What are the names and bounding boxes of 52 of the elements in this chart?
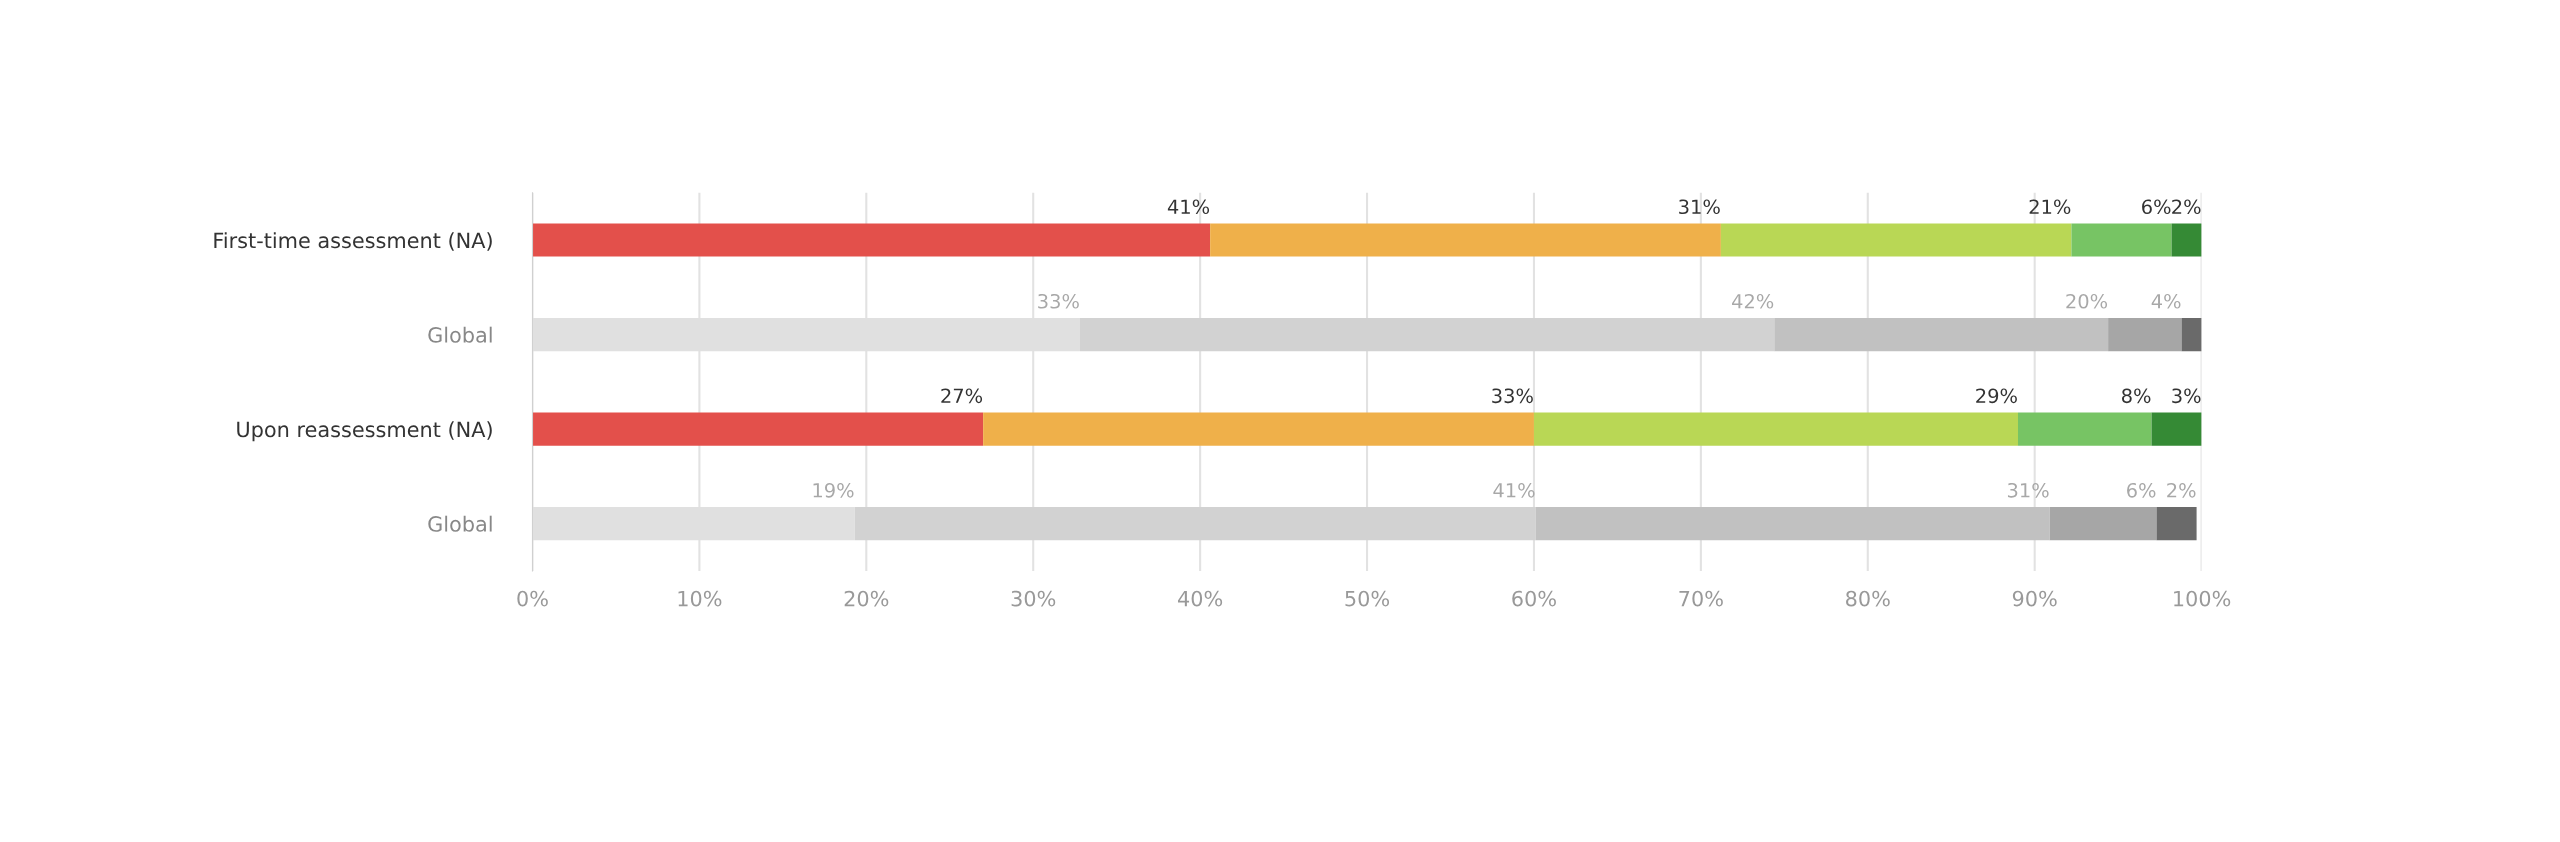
x-tick-label: 0%	[517, 590, 548, 607]
x-tick-label: 50%	[1345, 590, 1390, 607]
data-label: 2%	[2167, 482, 2196, 498]
x-tick-label: 60%	[1512, 590, 1556, 607]
bar	[532, 223, 1211, 257]
data-label: 21%	[2029, 199, 2071, 215]
data-label: 27%	[941, 388, 983, 404]
bar	[2171, 223, 2202, 257]
bar	[1079, 318, 1775, 352]
data-label: 20%	[2066, 293, 2108, 309]
data-label: 42%	[1732, 293, 1774, 309]
bar	[2049, 507, 2157, 541]
y-tick-label: Upon reassessment (NA)	[237, 421, 492, 442]
y-tick-label: Global	[428, 515, 492, 532]
bar	[983, 412, 1534, 446]
bar	[1533, 412, 2018, 446]
x-tick-label: 90%	[2012, 590, 2057, 607]
data-label: 31%	[1679, 199, 1720, 215]
x-tick-label: 100%	[2174, 590, 2231, 607]
data-label: 6%	[2142, 199, 2171, 215]
bar	[532, 412, 984, 446]
data-label: 33%	[1038, 293, 1079, 309]
y-tick-label: First-time assessment (NA)	[214, 232, 492, 251]
data-label: 4%	[2151, 293, 2181, 309]
bar	[2156, 507, 2197, 541]
x-tick-label: 10%	[678, 590, 722, 607]
x-tick-label: 30%	[1011, 590, 1056, 607]
x-tick-label: 70%	[1679, 590, 1723, 607]
x-tick-label: 40%	[1177, 590, 1223, 607]
data-label: 8%	[2122, 388, 2151, 404]
bar	[854, 507, 1536, 541]
x-tick-label: 80%	[1846, 590, 1890, 607]
data-label: 19%	[813, 482, 854, 498]
y-tick-label: Global	[428, 326, 492, 343]
bar	[2018, 412, 2152, 446]
data-label: 3%	[2172, 388, 2201, 404]
bar	[2181, 318, 2202, 352]
data-label: 33%	[1492, 388, 1533, 404]
bar	[2108, 318, 2182, 352]
bar	[1774, 318, 2109, 352]
data-label: 2%	[2172, 199, 2201, 215]
bar	[1720, 223, 2072, 257]
data-label: 6%	[2127, 482, 2156, 498]
bar	[2071, 223, 2172, 257]
x-tick-label: 20%	[844, 590, 889, 607]
data-label: 41%	[1167, 199, 1210, 215]
data-label: 31%	[2007, 482, 2049, 498]
bar	[2151, 412, 2202, 446]
data-label: 29%	[1976, 388, 2017, 404]
bar	[1210, 223, 1721, 257]
bar	[1535, 507, 2050, 541]
data-label: 41%	[1493, 482, 1535, 498]
